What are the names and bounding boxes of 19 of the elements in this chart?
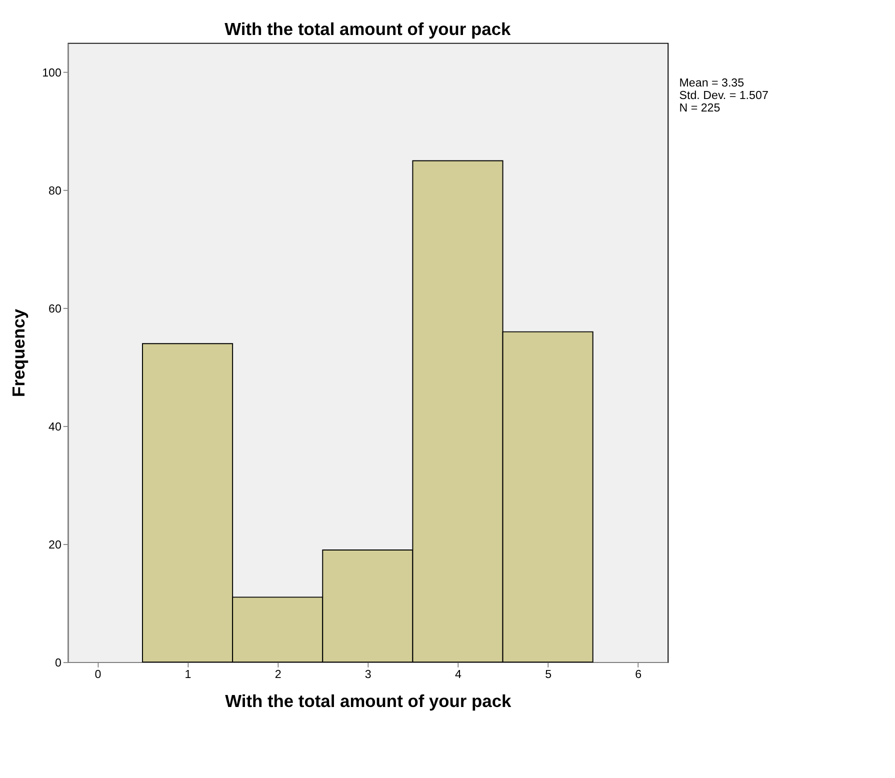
text: N = 225 <box>679 102 720 115</box>
y-tick-label: 20 <box>48 538 62 552</box>
x-tick-label: 4 <box>455 668 462 682</box>
chart-title: With the total amount of your pack <box>224 19 512 40</box>
y-tick-label: 60 <box>48 302 62 316</box>
y-tick-label: 80 <box>48 184 62 198</box>
y-tick-label: 100 <box>42 66 62 80</box>
y-axis-title: Frequency <box>8 308 29 397</box>
x-tick-label: 6 <box>635 668 642 682</box>
x-tick-label: 5 <box>545 668 552 682</box>
x-tick-label: 3 <box>364 668 372 682</box>
x-tick-label: 2 <box>274 668 282 682</box>
x-axis-title: With the total amount of your pack <box>225 691 512 712</box>
y-tick-label: 40 <box>48 420 62 434</box>
text: Std. Dev. = 1.507 <box>679 88 768 102</box>
y-tick-label: 0 <box>54 656 62 670</box>
x-tick-label: 1 <box>184 668 192 682</box>
text: Mean = 3.35 <box>679 76 744 90</box>
x-tick-label: 0 <box>94 668 102 682</box>
